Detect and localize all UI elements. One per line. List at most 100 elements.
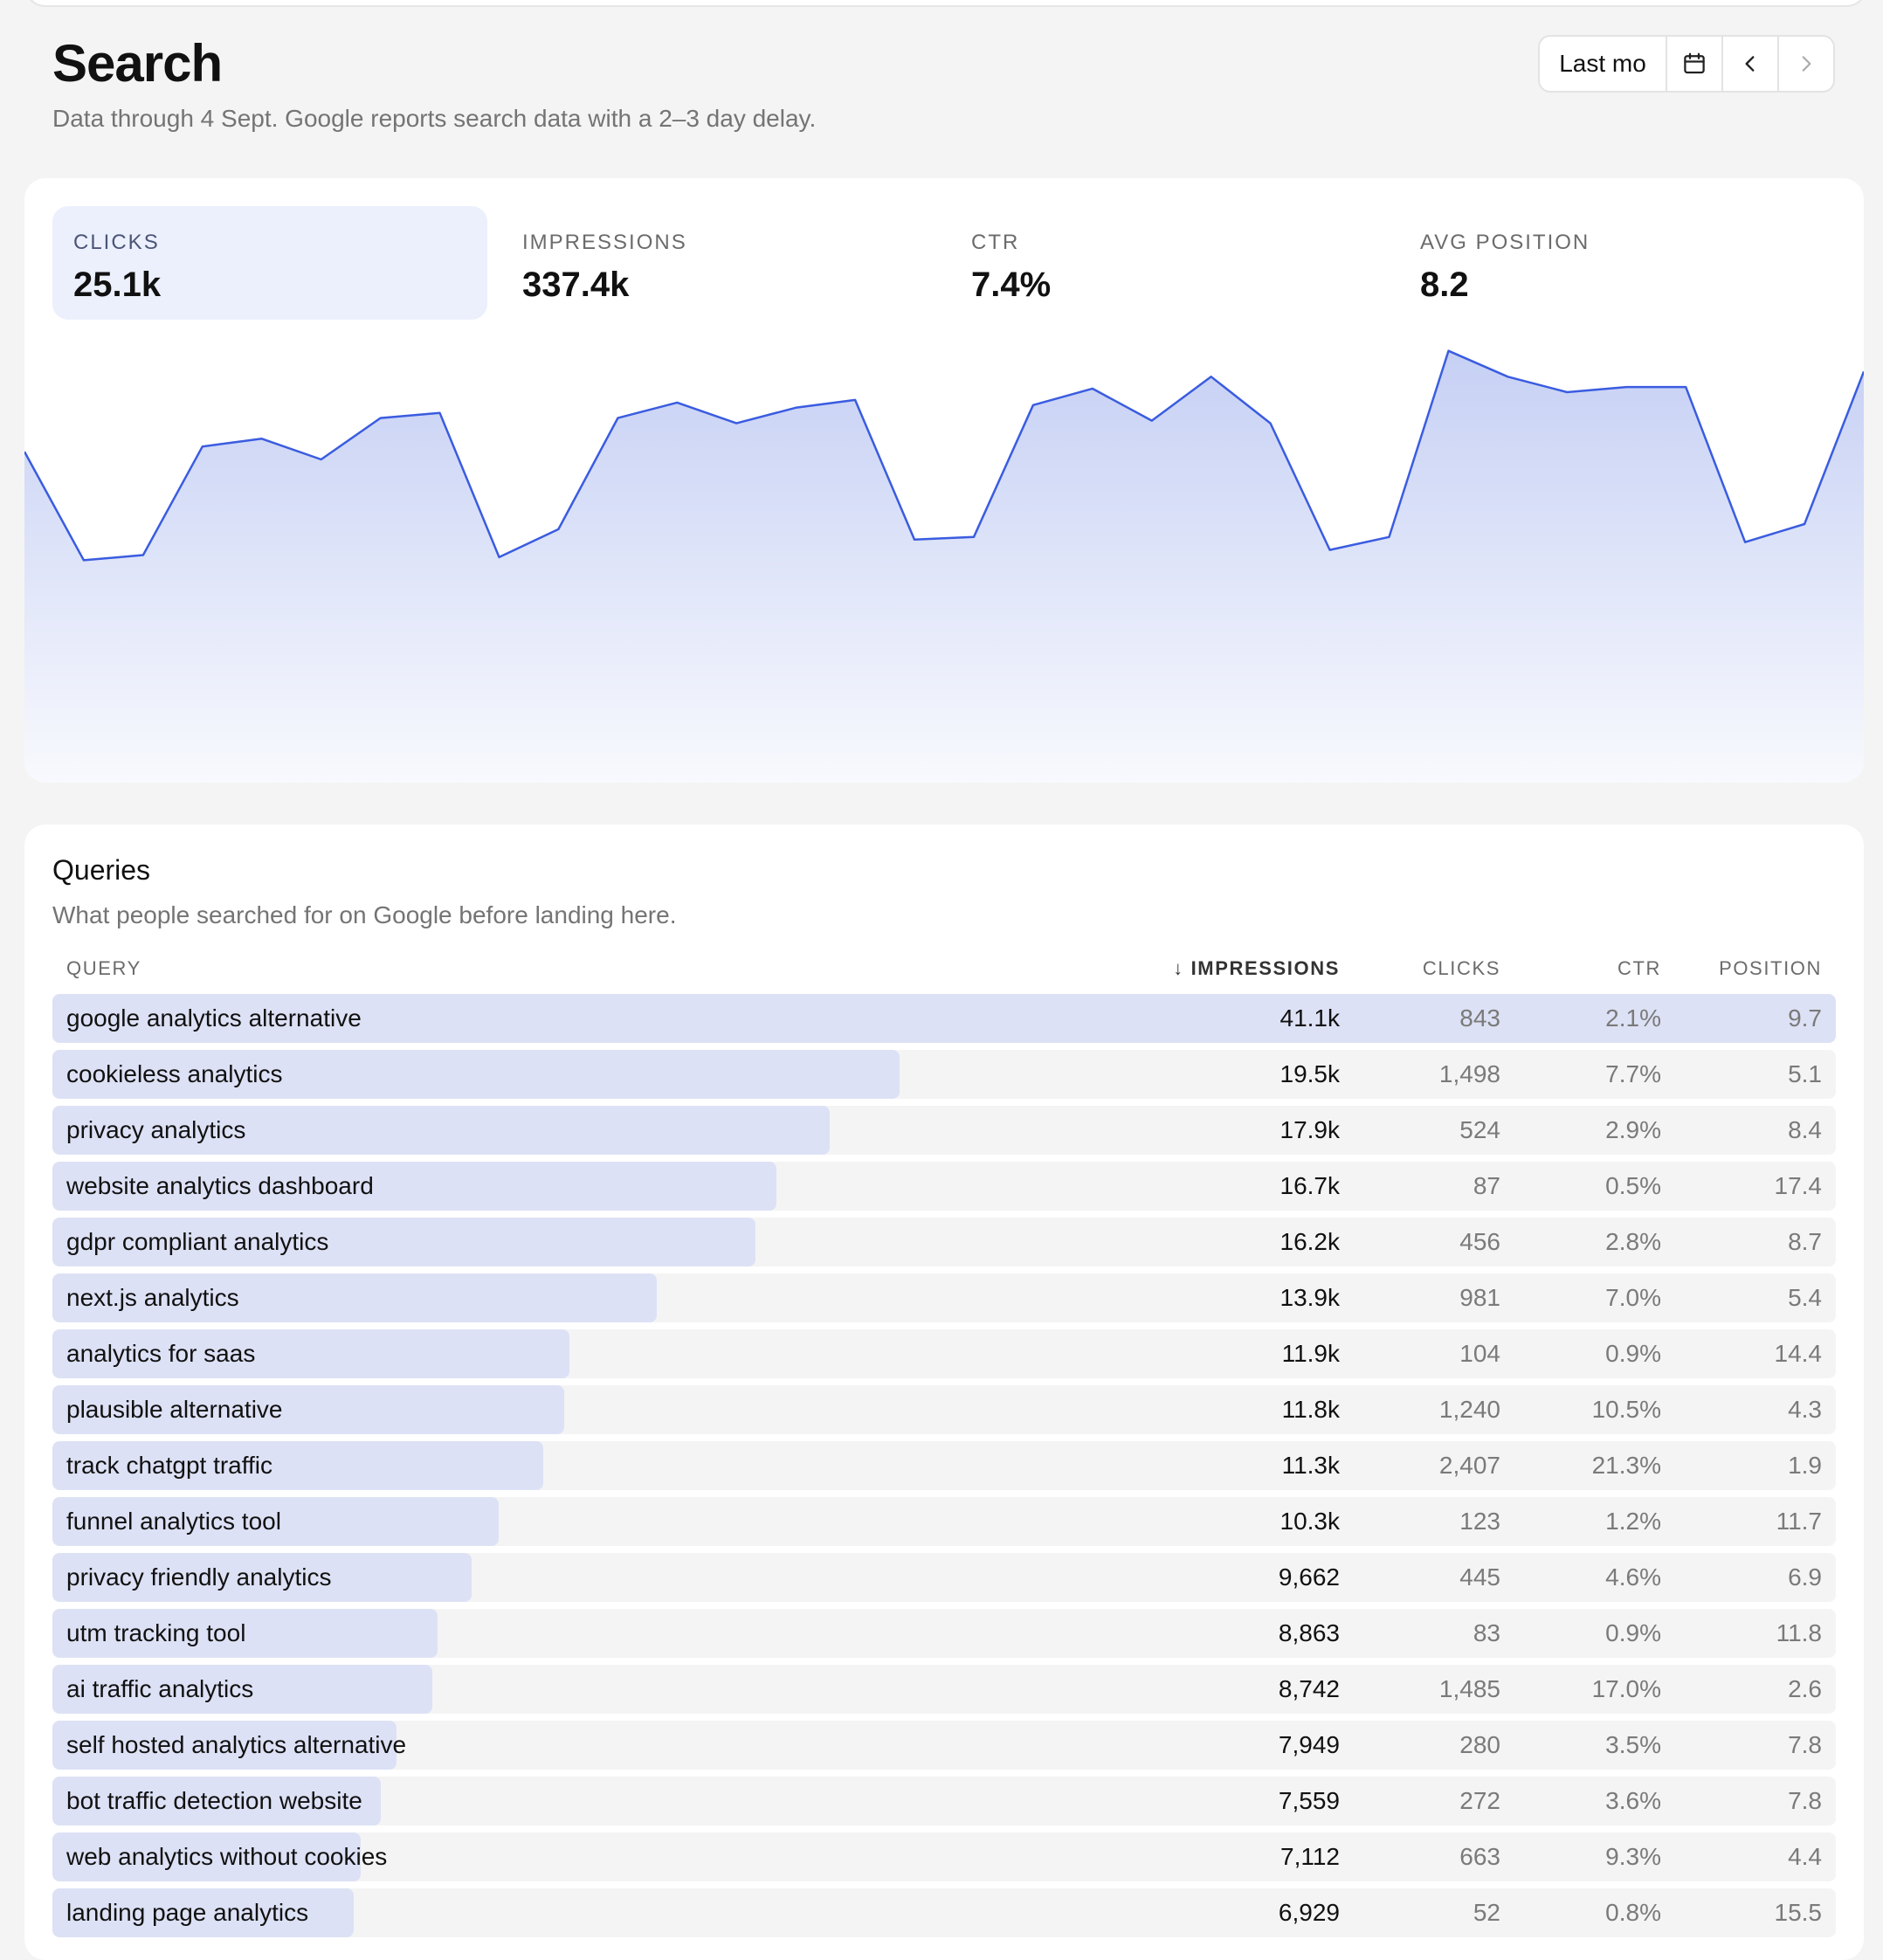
query-cell: website analytics dashboard xyxy=(66,1172,374,1199)
next-period-button[interactable] xyxy=(1779,37,1833,91)
clicks-cell: 280 xyxy=(1459,1731,1500,1758)
metric-label: AVG POSITION xyxy=(1420,231,1590,254)
impressions-cell: 16.7k xyxy=(1279,1172,1341,1199)
column-header-position[interactable]: POSITION xyxy=(1719,957,1822,979)
chart-area-fill xyxy=(24,350,1864,783)
queries-table-body: google analytics alternative 41.1k 843 2.1%… xyxy=(52,994,1836,1944)
impressions-cell: 17.9k xyxy=(1279,1116,1341,1143)
table-row[interactable]: plausible alternative 11.8k 1,240 10.5% 4.3 xyxy=(52,1385,1836,1434)
ctr-cell: 0.5% xyxy=(1605,1172,1661,1199)
table-row[interactable]: landing page analytics 6,929 52 0.8% 15.5 xyxy=(52,1888,1836,1937)
metric-impressions[interactable]: IMPRESSIONS 337.4k xyxy=(501,206,936,320)
ctr-cell: 7.7% xyxy=(1605,1060,1661,1087)
column-header-impressions[interactable]: ↓ IMPRESSIONS xyxy=(1173,957,1340,980)
impressions-share-bar xyxy=(52,1273,658,1322)
impressions-share-bar xyxy=(52,1329,570,1378)
calendar-button[interactable] xyxy=(1667,37,1723,91)
clicks-cell: 123 xyxy=(1459,1508,1500,1535)
impressions-share-bar xyxy=(52,1385,565,1434)
impressions-share-bar xyxy=(52,1777,381,1825)
query-cell: utm tracking tool xyxy=(66,1619,246,1646)
position-cell: 14.4 xyxy=(1774,1340,1823,1367)
impressions-cell: 19.5k xyxy=(1279,1060,1341,1087)
table-row[interactable]: cookieless analytics 19.5k 1,498 7.7% 5.1 xyxy=(52,1050,1836,1099)
column-header-query[interactable]: QUERY xyxy=(66,957,141,979)
table-row[interactable]: self hosted analytics alternative 7,949 28… xyxy=(52,1721,1836,1770)
ctr-cell: 0.9% xyxy=(1605,1619,1661,1646)
table-row[interactable]: bot traffic detection website 7,559 272 3.6… xyxy=(52,1777,1836,1825)
impressions-cell: 13.9k xyxy=(1279,1284,1341,1311)
impressions-cell: 41.1k xyxy=(1279,1004,1341,1032)
impressions-cell: 8,863 xyxy=(1278,1619,1340,1646)
query-cell: next.js analytics xyxy=(66,1284,239,1311)
clicks-cell: 1,485 xyxy=(1438,1675,1500,1702)
clicks-cell: 87 xyxy=(1473,1172,1500,1199)
query-cell: landing page analytics xyxy=(66,1899,309,1926)
clicks-cell: 843 xyxy=(1459,1004,1500,1032)
clicks-cell: 83 xyxy=(1473,1619,1500,1646)
top-panel-edge xyxy=(24,0,1867,7)
impressions-cell: 11.9k xyxy=(1281,1340,1340,1367)
query-cell: analytics for saas xyxy=(66,1340,256,1367)
impressions-share-bar xyxy=(52,1609,438,1658)
query-cell: funnel analytics tool xyxy=(66,1508,281,1535)
table-row[interactable]: utm tracking tool 8,863 83 0.9% 11.8 xyxy=(52,1609,1836,1658)
clicks-area-chart xyxy=(24,349,1864,783)
position-cell: 11.7 xyxy=(1776,1508,1822,1535)
position-cell: 5.4 xyxy=(1788,1284,1822,1311)
column-header-ctr[interactable]: CTR xyxy=(1617,957,1661,979)
metric-clicks[interactable]: CLICKS 25.1k xyxy=(52,206,487,320)
query-cell: track chatgpt traffic xyxy=(66,1452,273,1479)
previous-period-button[interactable] xyxy=(1723,37,1779,91)
table-row[interactable]: next.js analytics 13.9k 981 7.0% 5.4 xyxy=(52,1273,1836,1322)
position-cell: 2.6 xyxy=(1788,1675,1822,1702)
metric-ctr[interactable]: CTR 7.4% xyxy=(950,206,1385,320)
chart-series-line xyxy=(24,349,1864,562)
clicks-cell: 1,498 xyxy=(1438,1060,1500,1087)
position-cell: 6.9 xyxy=(1788,1563,1822,1591)
table-row[interactable]: privacy analytics 17.9k 524 2.9% 8.4 xyxy=(52,1106,1836,1155)
table-row[interactable]: google analytics alternative 41.1k 843 2.1%… xyxy=(52,994,1836,1043)
position-cell: 15.5 xyxy=(1774,1899,1823,1926)
impressions-share-bar xyxy=(52,1888,355,1937)
position-cell: 8.4 xyxy=(1788,1116,1822,1143)
page-title: Search xyxy=(52,34,223,93)
impressions-share-bar xyxy=(52,1553,472,1602)
table-row[interactable]: gdpr compliant analytics 16.2k 456 2.8% 8.7 xyxy=(52,1218,1836,1266)
sort-descending-icon: ↓ xyxy=(1173,957,1184,979)
table-row[interactable]: ai traffic analytics 8,742 1,485 17.0% 2.6 xyxy=(52,1665,1836,1714)
ctr-cell: 2.9% xyxy=(1605,1116,1661,1143)
table-row[interactable]: funnel analytics tool 10.3k 123 1.2% 11.7 xyxy=(52,1497,1836,1546)
date-range-button[interactable]: Last mo xyxy=(1540,37,1667,91)
metric-label: CTR xyxy=(971,231,1020,254)
impressions-cell: 7,112 xyxy=(1280,1843,1340,1870)
query-cell: bot traffic detection website xyxy=(66,1787,362,1814)
metric-label: IMPRESSIONS xyxy=(522,231,687,254)
position-cell: 5.1 xyxy=(1788,1060,1822,1087)
table-row[interactable]: track chatgpt traffic 11.3k 2,407 21.3% 1.9 xyxy=(52,1441,1836,1490)
ctr-cell: 9.3% xyxy=(1605,1843,1661,1870)
query-cell: web analytics without cookies xyxy=(66,1843,388,1870)
impressions-share-bar xyxy=(52,1441,543,1490)
page-subtitle: Data through 4 Sept. Google reports sear… xyxy=(52,105,817,132)
table-row[interactable]: web analytics without cookies 7,112 663 9.3… xyxy=(52,1832,1836,1881)
table-row[interactable]: privacy friendly analytics 9,662 445 4.6% 6.… xyxy=(52,1553,1836,1602)
chevron-right-icon xyxy=(1802,56,1811,72)
ctr-cell: 17.0% xyxy=(1591,1675,1661,1702)
ctr-cell: 10.5% xyxy=(1591,1396,1661,1423)
table-row[interactable]: analytics for saas 11.9k 104 0.9% 14.4 xyxy=(52,1329,1836,1378)
ctr-cell: 7.0% xyxy=(1605,1284,1661,1311)
impressions-cell: 8,742 xyxy=(1278,1675,1340,1702)
table-row[interactable]: website analytics dashboard 16.7k 87 0.5% 17… xyxy=(52,1162,1836,1211)
ctr-cell: 2.8% xyxy=(1605,1228,1661,1255)
impressions-cell: 16.2k xyxy=(1279,1228,1341,1255)
ctr-cell: 0.8% xyxy=(1605,1899,1661,1926)
query-cell: privacy friendly analytics xyxy=(66,1563,332,1591)
queries-table-header: QUERY ↓ IMPRESSIONS CLICKS CTR POSITION xyxy=(52,957,1836,989)
query-cell: self hosted analytics alternative xyxy=(66,1731,407,1758)
column-header-clicks[interactable]: CLICKS xyxy=(1422,957,1500,979)
ctr-cell: 3.5% xyxy=(1605,1731,1661,1758)
metric-avg-position[interactable]: AVG POSITION 8.2 xyxy=(1399,206,1834,320)
position-cell: 1.9 xyxy=(1788,1452,1822,1479)
impressions-share-bar xyxy=(52,1106,831,1155)
